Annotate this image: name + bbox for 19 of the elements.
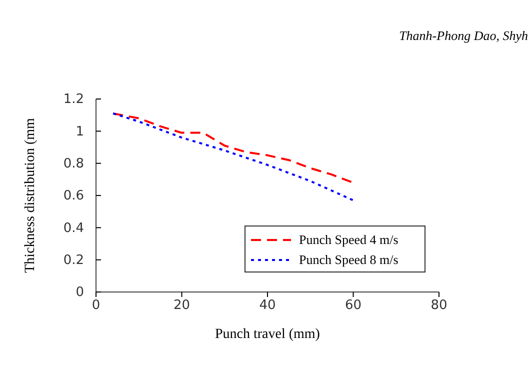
x-tick-label: 80 xyxy=(430,298,448,314)
x-axis-title: Punch travel (mm) xyxy=(215,327,320,342)
x-tick-label: 40 xyxy=(259,298,276,314)
line-series xyxy=(112,112,354,184)
y-tick-label: 0.2 xyxy=(63,252,84,268)
y-tick-label: 1.2 xyxy=(63,92,84,108)
x-tick-label: 60 xyxy=(344,298,362,314)
y-tick-label: 0.4 xyxy=(63,220,84,236)
legend-label: Punch Speed 4 m/s xyxy=(299,232,398,247)
y-tick-label: 1 xyxy=(76,124,84,140)
x-tick-label: 20 xyxy=(173,298,190,314)
text: Thanh-Phong Dao, Shyh xyxy=(399,28,528,43)
y-tick-label: 0.8 xyxy=(63,156,84,172)
y-axis-title: Thickness distribution (mm xyxy=(23,118,38,273)
line-series xyxy=(112,112,354,202)
y-tick-label: 0 xyxy=(76,285,84,300)
x-tick-label: 0 xyxy=(92,298,100,314)
y-tick-label: 0.6 xyxy=(63,188,84,204)
legend-label: Punch Speed 8 m/s xyxy=(299,252,398,267)
